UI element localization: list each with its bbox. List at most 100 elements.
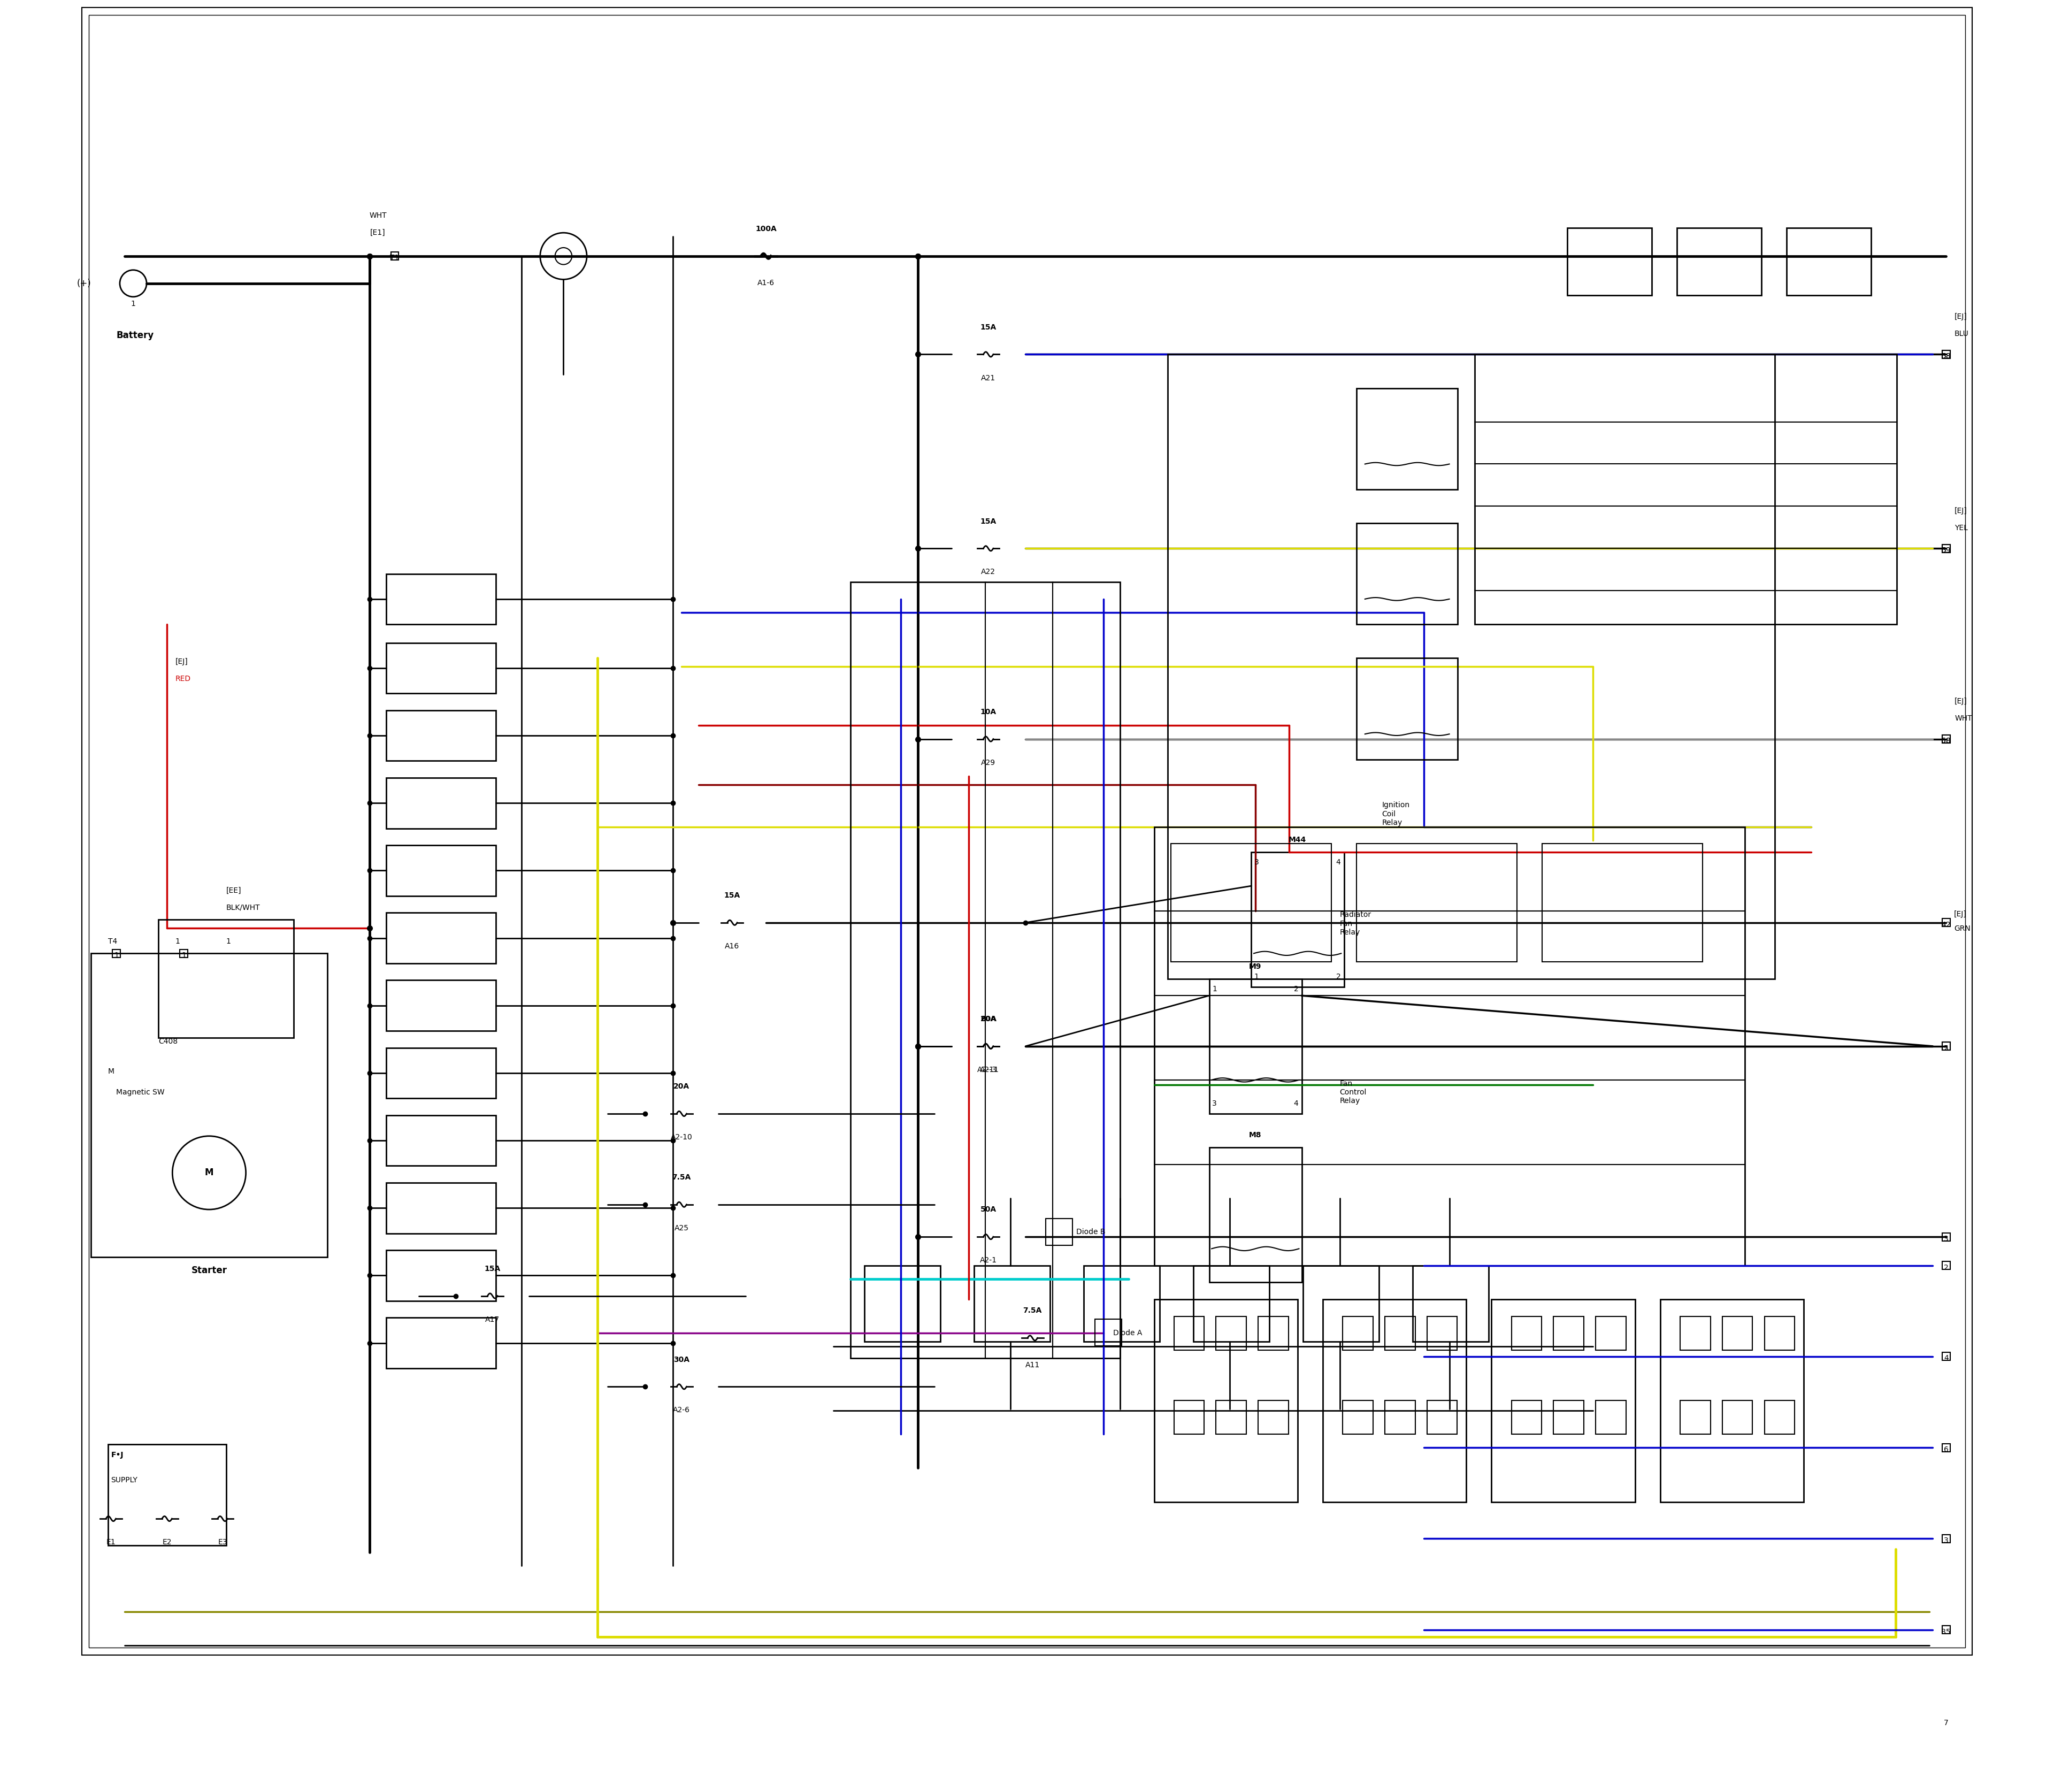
Text: 100A: 100A xyxy=(756,226,776,233)
Text: F•J: F•J xyxy=(111,1452,123,1459)
Text: 15A: 15A xyxy=(980,324,996,332)
Text: Radiator
Fan
Relay: Radiator Fan Relay xyxy=(1339,910,1372,935)
Text: 68: 68 xyxy=(1941,737,1951,745)
Bar xyxy=(386,1183,495,1233)
Text: A2-10: A2-10 xyxy=(672,1134,692,1142)
Bar xyxy=(386,846,495,896)
Text: M9: M9 xyxy=(1249,962,1261,969)
Text: [EJ]: [EJ] xyxy=(1955,314,1968,321)
Text: Ignition
Coil
Relay: Ignition Coil Relay xyxy=(1382,801,1409,826)
Bar xyxy=(850,582,1119,1358)
Bar xyxy=(1193,1265,1269,1342)
Bar xyxy=(1251,853,1343,987)
Bar xyxy=(1171,844,1331,962)
Bar xyxy=(1175,1315,1204,1349)
Bar xyxy=(1356,523,1458,624)
Bar xyxy=(1596,1315,1627,1349)
Text: 4: 4 xyxy=(1943,1355,1949,1362)
Bar xyxy=(386,912,495,964)
Text: BLU: BLU xyxy=(1955,330,1970,337)
Bar xyxy=(1943,545,1949,552)
Text: 15A: 15A xyxy=(485,1265,501,1272)
Text: GRN: GRN xyxy=(1953,925,1970,932)
Bar xyxy=(1175,1401,1204,1434)
Bar xyxy=(390,253,398,260)
Text: A22: A22 xyxy=(982,568,996,575)
Bar xyxy=(1512,1315,1543,1349)
Text: 1: 1 xyxy=(113,952,119,959)
Bar xyxy=(1543,844,1703,962)
Bar xyxy=(1356,658,1458,760)
Bar xyxy=(1154,1299,1298,1502)
Bar xyxy=(1210,978,1302,1113)
Text: [EJ]: [EJ] xyxy=(1955,697,1968,706)
Bar xyxy=(1943,1534,1949,1543)
Bar xyxy=(1428,1401,1456,1434)
Bar xyxy=(386,643,495,694)
Text: Magnetic SW: Magnetic SW xyxy=(117,1088,164,1097)
Bar xyxy=(1660,1299,1803,1502)
Bar xyxy=(1596,1401,1627,1434)
Bar xyxy=(386,1048,495,1098)
Text: A29: A29 xyxy=(982,758,996,767)
Bar xyxy=(1943,735,1949,744)
Text: 2: 2 xyxy=(1294,986,1298,993)
Text: E3: E3 xyxy=(218,1539,228,1546)
Text: A25: A25 xyxy=(674,1224,688,1231)
Bar xyxy=(386,1251,495,1301)
Text: 7.5A: 7.5A xyxy=(672,1174,690,1181)
Text: (+): (+) xyxy=(76,278,90,289)
Text: M: M xyxy=(109,1068,115,1075)
Text: A11: A11 xyxy=(1025,1362,1039,1369)
Text: 15A: 15A xyxy=(980,518,996,525)
Text: 58: 58 xyxy=(1941,353,1951,360)
Bar xyxy=(1428,1315,1456,1349)
Bar xyxy=(1154,826,1744,1265)
Bar xyxy=(1085,1265,1161,1342)
Bar xyxy=(1943,1043,1949,1050)
Text: 3: 3 xyxy=(1943,1538,1949,1545)
Text: 1: 1 xyxy=(131,301,136,308)
Text: 3: 3 xyxy=(1212,1100,1216,1107)
Bar xyxy=(865,1265,941,1342)
Bar xyxy=(1943,1043,1949,1050)
Bar xyxy=(109,1444,226,1545)
Text: C408: C408 xyxy=(158,1038,179,1045)
Text: T1: T1 xyxy=(390,254,398,262)
Bar xyxy=(1356,389,1458,489)
Bar xyxy=(158,919,294,1038)
Bar xyxy=(1943,1353,1949,1360)
Text: 2: 2 xyxy=(1335,973,1341,980)
Bar xyxy=(1723,1315,1752,1349)
Bar xyxy=(1680,1315,1711,1349)
Bar xyxy=(1323,1299,1467,1502)
Text: 58: 58 xyxy=(1941,353,1951,360)
Text: A2-3: A2-3 xyxy=(980,1066,996,1073)
Bar xyxy=(386,1115,495,1167)
Bar xyxy=(1167,355,1775,978)
Bar xyxy=(1787,228,1871,296)
Text: E1: E1 xyxy=(107,1539,115,1546)
Text: 10A: 10A xyxy=(980,708,996,715)
Text: 4: 4 xyxy=(1294,1100,1298,1107)
Text: 4: 4 xyxy=(1335,858,1341,866)
Bar xyxy=(1384,1401,1415,1434)
Text: 15A: 15A xyxy=(725,892,739,900)
Bar xyxy=(1943,351,1949,358)
Text: 1: 1 xyxy=(181,952,187,959)
Bar xyxy=(1943,351,1949,358)
Text: 2: 2 xyxy=(1943,1263,1949,1271)
Text: 59: 59 xyxy=(1941,547,1951,554)
Text: T4: T4 xyxy=(109,937,117,944)
Bar xyxy=(1723,1401,1752,1434)
Text: 5: 5 xyxy=(1943,1045,1949,1052)
Text: 68: 68 xyxy=(1941,737,1951,745)
Text: M8: M8 xyxy=(1249,1131,1261,1140)
Text: 30A: 30A xyxy=(674,1357,690,1364)
Bar xyxy=(1045,1219,1072,1245)
Text: [EJ]: [EJ] xyxy=(1955,507,1968,514)
Bar xyxy=(386,710,495,762)
Bar xyxy=(1678,228,1762,296)
Text: 7: 7 xyxy=(1943,1720,1949,1727)
Text: 20A: 20A xyxy=(674,1082,690,1090)
